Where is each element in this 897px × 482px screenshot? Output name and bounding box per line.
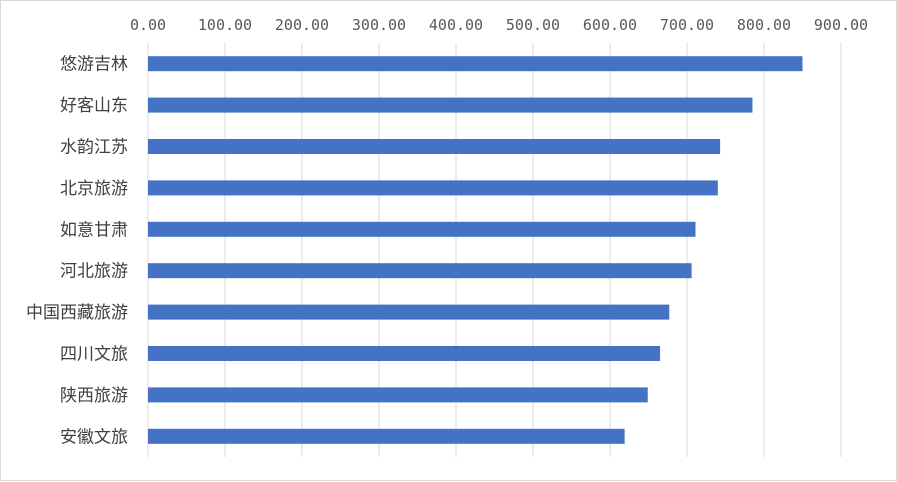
bar: [148, 97, 753, 113]
x-tick-label: 0.00: [130, 16, 166, 34]
x-axis-ticks: 0.00 100.00 200.00 300.00 400.00 500.00 600.00…: [130, 16, 868, 34]
x-tick-label: 700.00: [660, 16, 714, 34]
x-tick-label: 100.00: [198, 16, 252, 34]
category-label: 悠游吉林: [60, 55, 128, 75]
category-label: 陕西旅游: [60, 386, 128, 406]
category-labels: 悠游吉林好客山东水韵江苏北京旅游如意甘肃河北旅游中国西藏旅游四川文旅陕西旅游安徽…: [26, 55, 128, 448]
bar: [148, 304, 670, 320]
bar: [148, 56, 803, 72]
category-label: 四川文旅: [60, 345, 128, 365]
category-label: 安徽文旅: [60, 427, 128, 447]
bars: [148, 56, 803, 444]
category-label: 中国西藏旅游: [26, 303, 128, 323]
x-tick-label: 300.00: [352, 16, 406, 34]
category-label: 水韵江苏: [60, 138, 128, 158]
x-tick-label: 200.00: [275, 16, 329, 34]
category-label: 如意甘肃: [60, 220, 128, 240]
category-label: 北京旅游: [60, 179, 128, 199]
x-tick-label: 600.00: [583, 16, 637, 34]
bar: [148, 387, 648, 403]
x-tick-label: 800.00: [737, 16, 791, 34]
bar: [148, 428, 625, 444]
x-tick-label: 400.00: [429, 16, 483, 34]
bar: [148, 263, 692, 279]
x-tick-label: 500.00: [506, 16, 560, 34]
bar: [148, 180, 718, 196]
bar: [148, 139, 721, 154]
category-label: 河北旅游: [60, 262, 128, 282]
x-tick-label: 900.00: [814, 16, 868, 34]
category-label: 好客山东: [60, 96, 128, 116]
bar: [148, 346, 661, 361]
bar: [148, 221, 696, 237]
